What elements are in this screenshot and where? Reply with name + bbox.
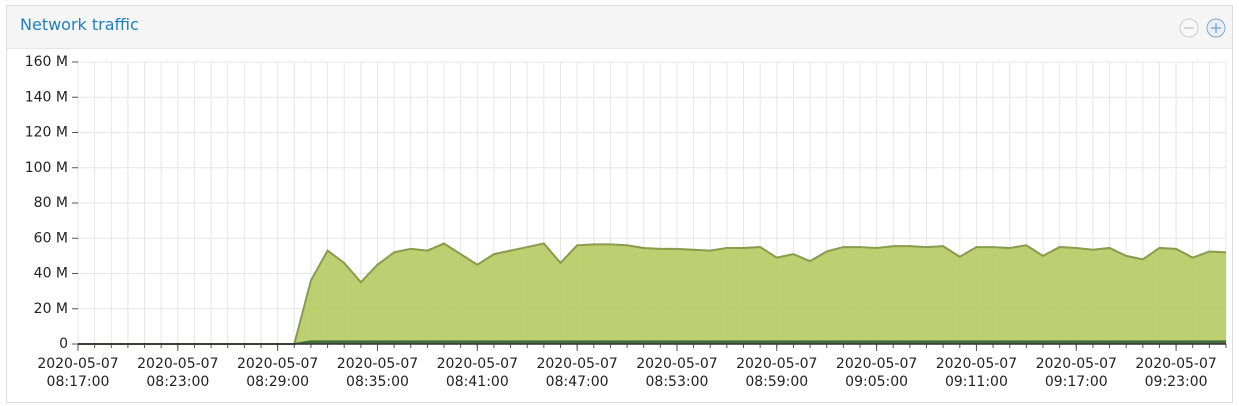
y-tick-label: 40 M bbox=[34, 266, 68, 282]
panel: Network traffic bbox=[6, 5, 1233, 403]
x-tick-label: 2020-05-07 09:05:00 bbox=[836, 356, 917, 390]
x-tick-label: 2020-05-07 08:23:00 bbox=[137, 356, 218, 390]
y-tick-label: 120 M bbox=[25, 125, 68, 141]
x-tick-label: 2020-05-07 08:47:00 bbox=[536, 356, 617, 390]
x-tick-label: 2020-05-07 08:41:00 bbox=[437, 356, 518, 390]
x-tick-label: 2020-05-07 09:23:00 bbox=[1135, 356, 1216, 390]
x-tick-label: 2020-05-07 08:53:00 bbox=[636, 356, 717, 390]
y-tick-label: 100 M bbox=[25, 160, 68, 176]
zoom-out-button[interactable] bbox=[1179, 18, 1199, 38]
panel-controls bbox=[1179, 18, 1226, 38]
x-tick-label: 2020-05-07 09:17:00 bbox=[1036, 356, 1117, 390]
x-tick-label: 2020-05-07 08:35:00 bbox=[337, 356, 418, 390]
y-tick-label: 80 M bbox=[34, 195, 68, 211]
zoom-in-button[interactable] bbox=[1206, 18, 1226, 38]
panel-title: Network traffic bbox=[20, 15, 139, 34]
y-tick-label: 160 M bbox=[25, 54, 68, 70]
y-tick-label: 20 M bbox=[34, 301, 68, 317]
x-tick-label: 2020-05-07 08:29:00 bbox=[237, 356, 318, 390]
y-tick-label: 0 bbox=[59, 336, 68, 352]
panel-header: Network traffic bbox=[7, 6, 1232, 49]
x-tick-label: 2020-05-07 08:59:00 bbox=[736, 356, 817, 390]
x-tick-label: 2020-05-07 08:17:00 bbox=[37, 356, 118, 390]
y-tick-label: 140 M bbox=[25, 89, 68, 105]
y-tick-label: 60 M bbox=[34, 230, 68, 246]
area bbox=[78, 243, 1226, 344]
x-tick-label: 2020-05-07 09:11:00 bbox=[936, 356, 1017, 390]
